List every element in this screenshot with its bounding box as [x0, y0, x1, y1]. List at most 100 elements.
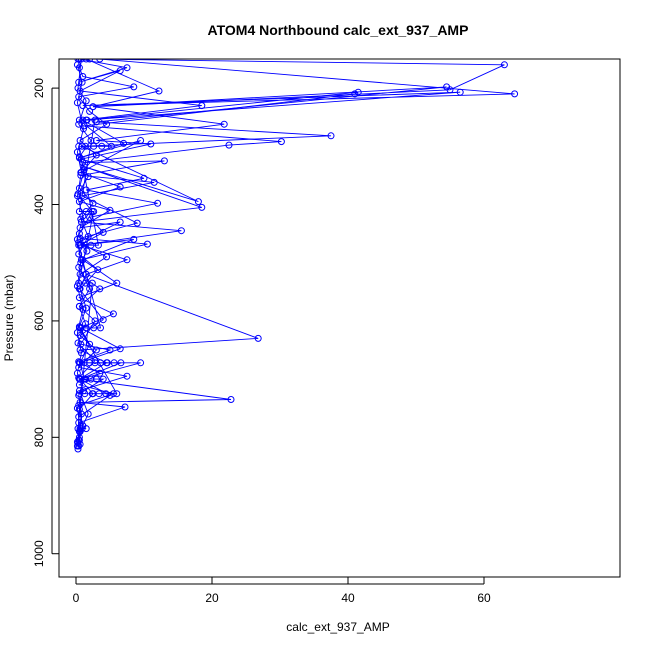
data-point: [177, 227, 185, 235]
data-point: [73, 442, 81, 450]
chart-title: ATOM4 Northbound calc_ext_937_AMP: [208, 22, 469, 38]
data-point: [106, 346, 114, 354]
data-point: [220, 120, 228, 128]
x-tick-label: 0: [73, 591, 80, 605]
data-point: [77, 259, 85, 267]
data-point: [227, 396, 235, 403]
data-point: [107, 142, 115, 150]
data-point: [90, 208, 98, 215]
data-point: [82, 324, 90, 332]
data-point: [130, 235, 138, 243]
data-point: [75, 153, 83, 161]
data-point: [73, 369, 81, 377]
y-tick-label: 1000: [32, 540, 46, 567]
data-point: [137, 359, 145, 367]
data-point: [109, 310, 117, 318]
profile-series: [74, 116, 125, 433]
data-point: [103, 359, 111, 367]
data-point: [198, 203, 206, 211]
data-point: [87, 241, 95, 249]
data-point: [82, 304, 90, 312]
data-point: [84, 410, 92, 418]
data-point: [96, 285, 104, 293]
data-point: [77, 59, 85, 63]
data-point: [123, 64, 131, 72]
data-point: [75, 241, 83, 249]
x-axis-label: calc_ext_937_AMP: [286, 620, 389, 634]
data-point: [97, 359, 104, 367]
data-point: [277, 138, 285, 146]
data-point: [106, 206, 114, 214]
data-point: [133, 219, 141, 227]
data-point: [354, 88, 362, 96]
data-point: [443, 83, 451, 91]
data-point: [86, 107, 94, 115]
data-point: [511, 90, 519, 98]
data-point: [97, 324, 104, 332]
data-point: [88, 390, 96, 398]
data-point: [74, 425, 82, 433]
data-point: [87, 375, 95, 383]
series-line: [77, 59, 202, 441]
data-point: [102, 390, 110, 398]
data-point: [83, 116, 91, 124]
data-point: [80, 125, 87, 133]
data-point: [143, 240, 151, 248]
data-point: [89, 103, 97, 111]
data-point: [81, 241, 89, 249]
data-point: [116, 218, 124, 226]
data-point: [79, 102, 87, 110]
y-tick-label: 600: [32, 311, 46, 331]
data-point: [90, 142, 98, 150]
data-point: [73, 192, 81, 200]
data-point: [86, 59, 94, 63]
data-point: [75, 324, 83, 332]
data-point: [75, 142, 83, 150]
x-tick-label: 20: [205, 591, 219, 605]
series-layer: [73, 59, 519, 453]
data-point: [81, 390, 89, 398]
data-point: [75, 120, 83, 128]
y-tick-label: 400: [32, 194, 46, 214]
data-point: [88, 279, 96, 287]
data-point: [116, 183, 124, 191]
data-point: [91, 317, 99, 325]
series-line: [76, 59, 96, 447]
data-point: [99, 316, 107, 324]
data-point: [80, 359, 88, 367]
data-point: [79, 305, 87, 313]
data-point: [147, 140, 155, 148]
data-point: [79, 212, 87, 220]
data-point: [456, 88, 464, 96]
x-tick-label: 40: [341, 591, 355, 605]
data-point: [74, 445, 82, 453]
data-point: [99, 375, 107, 383]
data-point: [82, 59, 90, 63]
plot-frame: [58, 58, 621, 578]
data-point: [198, 102, 206, 110]
data-point: [137, 137, 145, 144]
data-point: [96, 369, 104, 377]
data-point: [75, 279, 83, 287]
data-point: [73, 235, 81, 243]
data-point: [83, 247, 91, 255]
data-point: [130, 83, 138, 91]
data-point: [94, 266, 102, 274]
data-point: [116, 67, 124, 75]
data-point: [82, 208, 90, 215]
y-axis-label: Pressure (mbar): [2, 275, 16, 362]
axis-ticks: 0 20 40 60 200 400 600 800 1000: [32, 78, 491, 605]
data-point: [103, 253, 111, 261]
data-point: [73, 329, 81, 337]
data-point: [327, 132, 335, 140]
data-point: [110, 359, 118, 367]
data-point: [113, 390, 121, 398]
data-point: [82, 279, 89, 287]
y-tick-label: 800: [32, 427, 46, 447]
data-point: [121, 403, 129, 411]
data-point: [225, 141, 233, 149]
data-point: [77, 169, 85, 176]
data-point: [254, 334, 262, 342]
data-point: [160, 157, 168, 165]
